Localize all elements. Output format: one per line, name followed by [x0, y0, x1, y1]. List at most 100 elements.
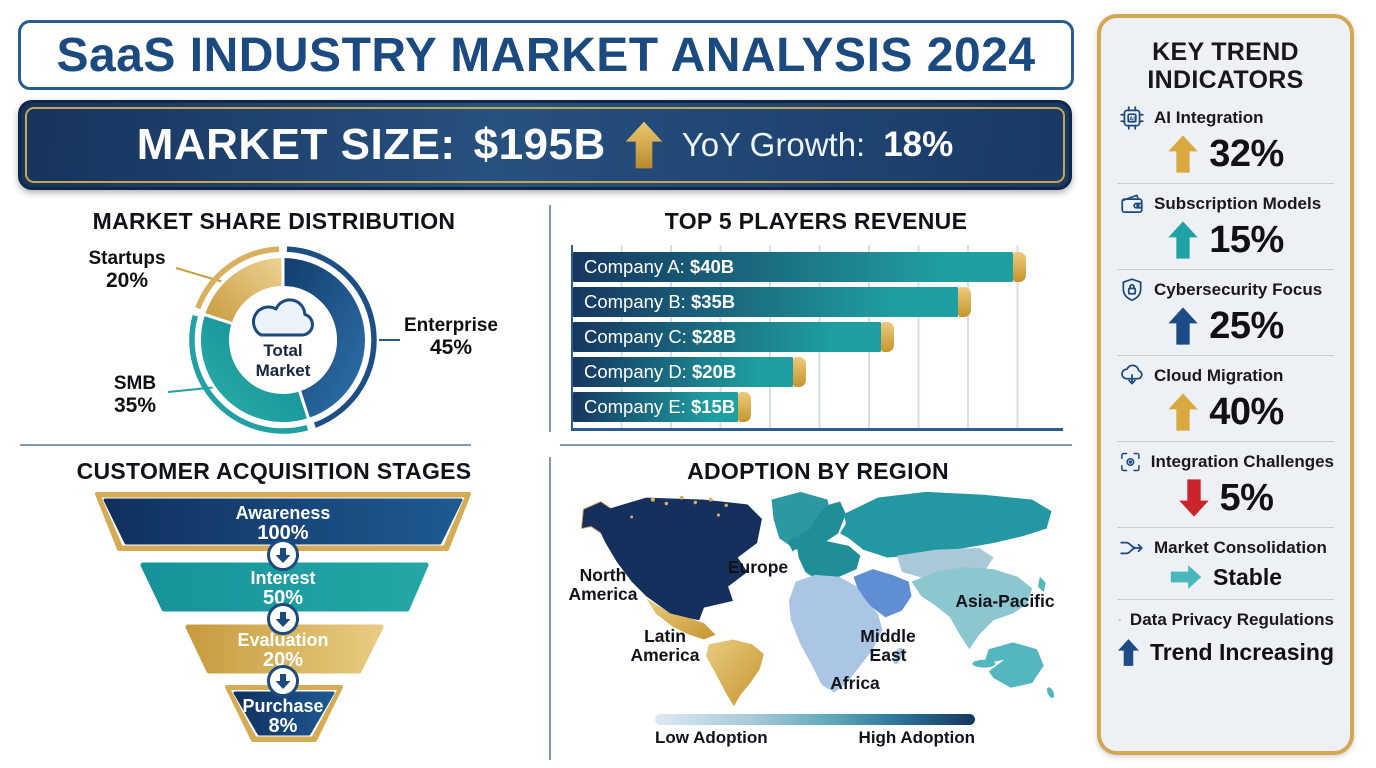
trend-value: Trend Increasing	[1149, 639, 1334, 665]
funnel-stage-label: Purchase	[242, 696, 323, 716]
bar-label: Company A:	[584, 256, 690, 277]
donut-segment-enterprise	[281, 254, 368, 422]
trend-value: 5%	[1219, 477, 1274, 519]
bar-company-b: Company B: $35B	[573, 287, 971, 317]
donut-label-enterprise: Enterprise 45%	[396, 315, 506, 359]
trend-item-ai-integration: AI AI Integration 32%	[1117, 98, 1334, 184]
market-share-section: MARKET SHARE DISTRIBUTION Total Market St…	[0, 200, 548, 444]
page-title: SaaS INDUSTRY MARKET ANALYSIS 2024	[56, 28, 1036, 82]
donut-outer-ring-enterprise	[286, 246, 377, 428]
funnel-down-arrow-icon	[267, 539, 299, 571]
bar-label: Company D:	[584, 361, 692, 382]
region-russia	[840, 491, 1052, 558]
bar-label: Company E:	[584, 396, 691, 417]
bar-company-c: Company C: $28B	[573, 322, 894, 352]
trend-item-data-privacy-regulations: Data Privacy Regulations Trend Increasing	[1117, 600, 1334, 678]
map-label-europe: Europe	[727, 557, 789, 577]
map-label-middle-east: Middle East	[860, 626, 916, 665]
merge-arrows-icon	[1120, 541, 1143, 555]
region-middle-east	[853, 569, 912, 618]
trend-label: Integration Challenges	[1150, 452, 1334, 471]
bar-label: Company B:	[584, 291, 691, 312]
market-size-value: $195B	[473, 120, 606, 169]
adoption-map-section: ADOPTION BY REGION	[560, 452, 1076, 768]
trend-label: Cybersecurity Focus	[1154, 280, 1323, 299]
bar-company-d: Company D: $20B	[573, 357, 806, 387]
trend-value: Stable	[1212, 563, 1283, 590]
region-north-america	[597, 497, 762, 621]
trend-value: 15%	[1209, 219, 1284, 261]
trend-up-arrow-icon	[1168, 135, 1198, 173]
trend-up-arrow-icon	[1117, 639, 1139, 666]
divider-vertical-top	[549, 205, 551, 432]
region-australia	[983, 642, 1044, 688]
growth-up-arrow-icon	[625, 121, 663, 169]
enterprise-label: Enterprise	[404, 315, 498, 336]
region-new-zealand	[1046, 687, 1055, 699]
bar-company-e: Company E: $15B	[573, 392, 751, 422]
bar-label: Company C:	[584, 326, 692, 347]
yoy-growth-label: YoY Growth:	[681, 126, 866, 163]
donut-leader-lines	[167, 267, 400, 393]
trend-value: 25%	[1209, 305, 1284, 347]
funnel-stage-label: Interest	[250, 568, 315, 588]
top-players-title: TOP 5 PLAYERS REVENUE	[664, 208, 968, 234]
map-label-asia-pacific: Asia-Pacific	[955, 591, 1055, 611]
funnel-stage-label: Awareness	[236, 503, 331, 523]
donut-outer-ring-startups	[195, 246, 280, 310]
startups-label: Startups	[88, 248, 166, 269]
trend-up-arrow-icon	[1168, 221, 1198, 259]
world-map-wrap: North America Europe Asia-Pacific Latin Ame…	[565, 488, 1065, 758]
donut-center-label: Total	[263, 341, 302, 360]
bar-value: $15B	[690, 396, 736, 417]
key-trends-title: KEY TREND INDICATORS	[1147, 38, 1304, 94]
region-japan	[1037, 576, 1046, 593]
funnel-stage-value: 100%	[257, 522, 308, 544]
ai-chip-icon: AI	[1120, 106, 1144, 130]
bar-end-cap	[881, 322, 894, 352]
region-south-america	[705, 639, 764, 707]
bar-end-cap	[1013, 252, 1026, 282]
donut-label-smb: SMB 35%	[80, 373, 190, 417]
world-map	[580, 491, 1055, 707]
trend-label: Cloud Migration	[1154, 366, 1284, 385]
divider-vertical-bottom	[549, 457, 551, 760]
funnel-stage-value: 20%	[263, 649, 303, 671]
cloud-arrow-icon	[1121, 364, 1143, 385]
trend-item-cloud-migration: Cloud Migration 40%	[1117, 356, 1334, 442]
bar-value: $40B	[689, 256, 735, 277]
trend-list: AI AI Integration 32% Subscription Models 15…	[1117, 98, 1334, 678]
market-size-banner: MARKET SIZE: $195B YoY Growth: 18%	[18, 100, 1072, 190]
funnel-down-arrow-icon	[267, 665, 299, 697]
donut-segment-startups	[201, 254, 285, 326]
top-players-section: TOP 5 PLAYERS REVENUE Company A: $40B Com…	[560, 200, 1072, 444]
trend-item-subscription-models: Subscription Models 15%	[1117, 184, 1334, 270]
bar-value: $28B	[691, 326, 737, 347]
trend-item-market-consolidation: Market Consolidation Stable	[1117, 528, 1334, 600]
map-label-latin-america: Latin America	[630, 626, 700, 665]
map-label-north-america: North America	[568, 565, 638, 604]
smb-label: SMB	[113, 373, 157, 394]
trend-item-integration-challenges: Integration Challenges 5%	[1117, 442, 1334, 528]
cloud-icon	[251, 298, 314, 337]
funnel-down-arrow-icon	[267, 603, 299, 635]
bar-end-cap	[738, 392, 751, 422]
market-size-label: MARKET SIZE:	[136, 120, 456, 169]
startups-value: 20%	[105, 268, 149, 292]
yoy-growth-value: 18%	[883, 125, 954, 164]
donut-outer-ring-smb	[189, 314, 309, 434]
donut-center-label: Market	[256, 361, 311, 380]
market-share-title: MARKET SHARE DISTRIBUTION	[92, 208, 456, 234]
svg-text:AI: AI	[1129, 116, 1135, 122]
trend-value: 32%	[1209, 133, 1284, 175]
trend-label: Subscription Models	[1154, 194, 1322, 213]
funnel-stage-label: Evaluation	[237, 630, 328, 650]
trend-label: AI Integration	[1154, 108, 1264, 127]
trend-up-arrow-icon	[1168, 393, 1198, 431]
